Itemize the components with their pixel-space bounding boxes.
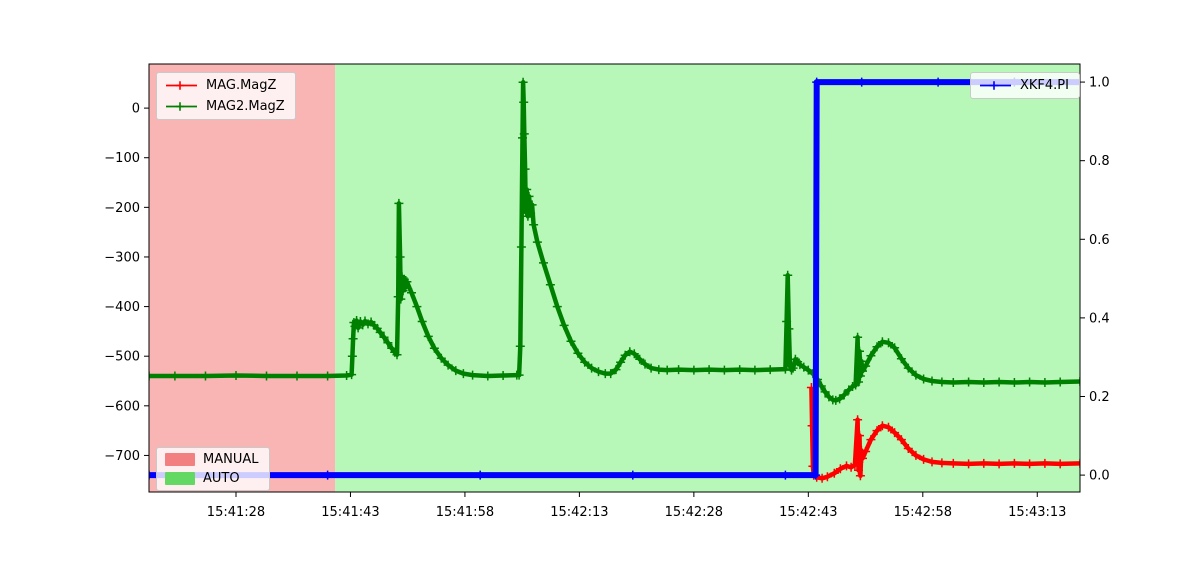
y-right-tick-label: 0.2 <box>1089 390 1110 405</box>
y-left-tick-label: −300 <box>104 250 140 265</box>
x-tick-label: 15:42:13 <box>550 505 608 520</box>
legend-label-auto: AUTO <box>203 471 240 486</box>
legend-item-auto: AUTO <box>165 472 259 485</box>
legend-label-mag2-magz: MAG2.MagZ <box>206 99 285 114</box>
legend-item-manual: MANUAL <box>165 453 259 466</box>
y-right-tick-label: 0.4 <box>1089 311 1110 326</box>
x-tick-label: 15:41:58 <box>436 505 494 520</box>
auto-mode-patch-icon <box>165 472 195 485</box>
x-tick-label: 15:42:43 <box>779 505 837 520</box>
y-left-tick-label: −600 <box>104 399 140 414</box>
legend-item-mag-magz: MAG.MagZ <box>165 78 285 93</box>
mode-span-auto <box>335 64 1080 492</box>
legend-flight-modes: MANUAL AUTO <box>156 447 270 491</box>
y-left-tick-label: −400 <box>104 300 140 315</box>
y-right-tick-label: 0.8 <box>1089 154 1110 169</box>
y-left-tick-label: −100 <box>104 151 140 166</box>
axes-ticks: 15:41:28 15:41:43 15:41:58 15:42:13 15:42:28… <box>104 76 1109 520</box>
xkf4-pi-line-icon <box>979 78 1012 93</box>
y-left-tick-label: 0 <box>132 102 140 117</box>
legend-item-mag2-magz: MAG2.MagZ <box>165 99 285 114</box>
series-markers-mag2-magz <box>149 77 1080 405</box>
x-tick-label: 15:43:13 <box>1008 505 1066 520</box>
legend-label-manual: MANUAL <box>203 452 259 467</box>
x-tick-label: 15:42:28 <box>665 505 723 520</box>
y-right-tick-label: 0.0 <box>1089 469 1110 484</box>
legend-item-xkf4-pi: XKF4.PI <box>979 78 1069 93</box>
legend-label-mag-magz: MAG.MagZ <box>206 78 277 93</box>
x-tick-label: 15:41:43 <box>321 505 379 520</box>
mode-span-manual <box>149 64 336 492</box>
y-right-tick-label: 0.6 <box>1089 233 1110 248</box>
y-left-tick-label: −700 <box>104 449 140 464</box>
manual-mode-patch-icon <box>165 453 195 466</box>
legend-mag-series: MAG.MagZ MAG2.MagZ <box>156 72 296 120</box>
plot-frame <box>148 63 1081 493</box>
x-tick-label: 15:42:58 <box>894 505 952 520</box>
mag2-magz-line-icon <box>165 99 198 114</box>
mag-magz-line-icon <box>165 78 198 93</box>
x-tick-label: 15:41:28 <box>207 505 265 520</box>
legend-xkf4: XKF4.PI <box>970 72 1080 99</box>
y-right-tick-label: 1.0 <box>1089 76 1110 91</box>
y-left-tick-label: −500 <box>104 350 140 365</box>
series-layer <box>149 77 1080 483</box>
y-left-tick-label: −200 <box>104 201 140 216</box>
legend-label-xkf4-pi: XKF4.PI <box>1020 78 1069 93</box>
